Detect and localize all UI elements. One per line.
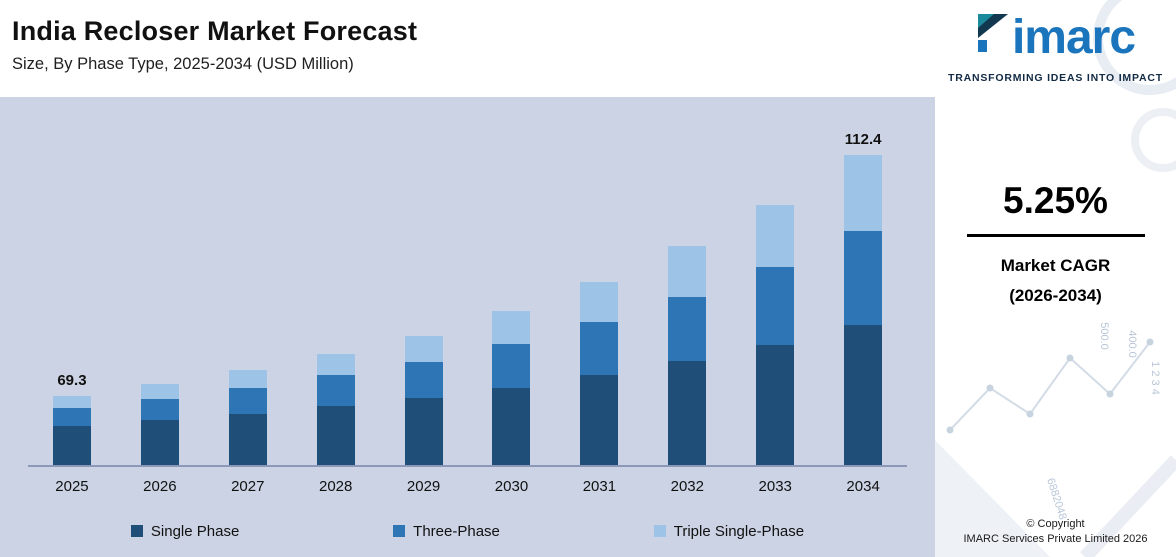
bar-group-2032 [643, 97, 731, 465]
imarc-logo: imarc [976, 11, 1136, 64]
stacked-bar-2033 [756, 204, 795, 465]
bar-segment-single-phase [228, 413, 267, 465]
legend-item-single-phase: Single Phase [130, 522, 240, 540]
cagr-underline [966, 234, 1145, 237]
logo-tagline: TRANSFORMING IDEAS INTO IMPACT [948, 72, 1163, 84]
bar-segment-triple-single-phase [668, 246, 707, 297]
bar-segment-three-phase [492, 343, 531, 388]
x-axis-labels: 2025 2026 2027 2028 2029 2030 2031 2032 2033 2034 [0, 467, 935, 505]
bar-segment-single-phase [580, 375, 619, 465]
page-subtitle: Size, By Phase Type, 2025-2034 (USD Mill… [12, 55, 354, 73]
stacked-bar-2025 [52, 396, 91, 465]
x-axis-label-2031: 2031 [582, 477, 617, 495]
legend-swatch-triple-single-phase [653, 525, 666, 537]
bar-value-label: 69.3 [57, 372, 87, 390]
bar-group-2029 [380, 97, 468, 465]
legend-label-triple-single-phase: Triple Single-Phase [673, 522, 805, 540]
bar-segment-single-phase [316, 405, 355, 465]
cagr-label: Market CAGR [1000, 256, 1111, 275]
chart-area: 69.3 112.4 2025 2026 2027 2028 2029 2030 2031 20… [0, 97, 935, 557]
bar-segment-triple-single-phase [228, 369, 267, 388]
copyright-line2: IMARC Services Private Limited 2026 [963, 533, 1148, 545]
legend-item-triple-single-phase: Triple Single-Phase [653, 522, 805, 540]
bar-group-2034: 112.4 [819, 97, 907, 465]
legend-swatch-three-phase [393, 525, 406, 537]
stacked-bar-2034 [844, 155, 883, 465]
bar-value-label: 112.4 [844, 131, 882, 149]
x-axis-label-2029: 2029 [406, 477, 441, 495]
bar-segment-triple-single-phase [316, 353, 355, 376]
stacked-bar-2030 [492, 310, 531, 465]
bar-segment-three-phase [52, 407, 91, 426]
x-axis-label-2032: 2032 [670, 477, 704, 495]
bar-segment-triple-single-phase [140, 383, 179, 399]
x-axis-label-2026: 2026 [143, 477, 177, 495]
legend-swatch-single-phase [130, 525, 143, 537]
decorative-graphics [935, 0, 1176, 557]
bar-segment-single-phase [52, 425, 91, 465]
cagr-period: (2026-2034) [1009, 285, 1102, 305]
cagr-block: 5.25% Market CAGR (2026-2034) [966, 180, 1145, 311]
bar-segment-single-phase [844, 325, 883, 465]
bar-segment-three-phase [844, 230, 883, 326]
bar-segment-triple-single-phase [844, 155, 883, 231]
bar-segment-single-phase [668, 361, 707, 465]
bar-group-2033 [731, 97, 819, 465]
legend-label-three-phase: Three-Phase [413, 522, 500, 540]
bar-segment-triple-single-phase [756, 204, 795, 268]
bar-segment-triple-single-phase [52, 396, 91, 408]
bar-segment-three-phase [668, 296, 707, 362]
copyright-line1: © Copyright [1026, 518, 1085, 530]
copyright: © Copyright IMARC Services Private Limit… [935, 518, 1176, 545]
bar-segment-three-phase [580, 321, 619, 376]
bar-segment-three-phase [756, 267, 795, 346]
logo-wordmark: imarc [1011, 11, 1136, 64]
chart-panel: India Recloser Market Forecast Size, By … [0, 0, 935, 557]
legend-item-three-phase: Three-Phase [393, 523, 500, 540]
bar-segment-three-phase [228, 387, 267, 414]
cagr-value: 5.25% [1003, 180, 1108, 221]
page-title: India Recloser Market Forecast [12, 16, 418, 46]
logo-flag-icon [977, 14, 1008, 52]
bar-segment-three-phase [316, 375, 355, 406]
bar-group-2030 [468, 97, 556, 465]
bar-segment-three-phase [404, 362, 443, 399]
legend-label-single-phase: Single Phase [150, 522, 240, 540]
bar-segment-triple-single-phase [580, 281, 619, 322]
x-axis-line [28, 465, 907, 467]
chart-legend: Single Phase Three-Phase Triple Single-Pha… [130, 505, 805, 557]
bar-group-2025: 69.3 [28, 97, 116, 465]
x-axis-label-2030: 2030 [494, 477, 529, 495]
x-axis-label-2033: 2033 [758, 477, 792, 495]
info-sidebar: 500.0 400.0 1 2 3 4 6882048 imarc TRANSF… [935, 0, 1176, 557]
x-axis-label-2028: 2028 [318, 477, 353, 495]
bar-group-2027 [204, 97, 292, 465]
bar-group-2026 [116, 97, 204, 465]
bar-segment-triple-single-phase [404, 335, 443, 363]
x-axis-label-2025: 2025 [55, 477, 89, 495]
stacked-bar-2028 [316, 353, 355, 465]
bar-group-2031 [555, 97, 643, 465]
x-axis-label-2034: 2034 [846, 477, 880, 495]
chart-header: India Recloser Market Forecast Size, By … [0, 0, 935, 97]
bar-group-2028 [292, 97, 380, 465]
stacked-bar-2029 [404, 335, 443, 465]
stacked-bar-2032 [668, 246, 707, 465]
bar-segment-triple-single-phase [492, 310, 531, 344]
bar-segment-single-phase [492, 387, 531, 465]
bar-segment-single-phase [140, 419, 179, 465]
bar-segment-three-phase [140, 398, 179, 420]
x-axis-label-2027: 2027 [231, 477, 265, 495]
stacked-bar-2027 [228, 369, 267, 465]
bar-segment-single-phase [756, 345, 795, 465]
stacked-bar-2026 [140, 383, 179, 465]
bar-segment-single-phase [404, 398, 443, 465]
plot-area: 69.3 112.4 [0, 97, 935, 465]
stacked-bar-2031 [580, 281, 619, 465]
